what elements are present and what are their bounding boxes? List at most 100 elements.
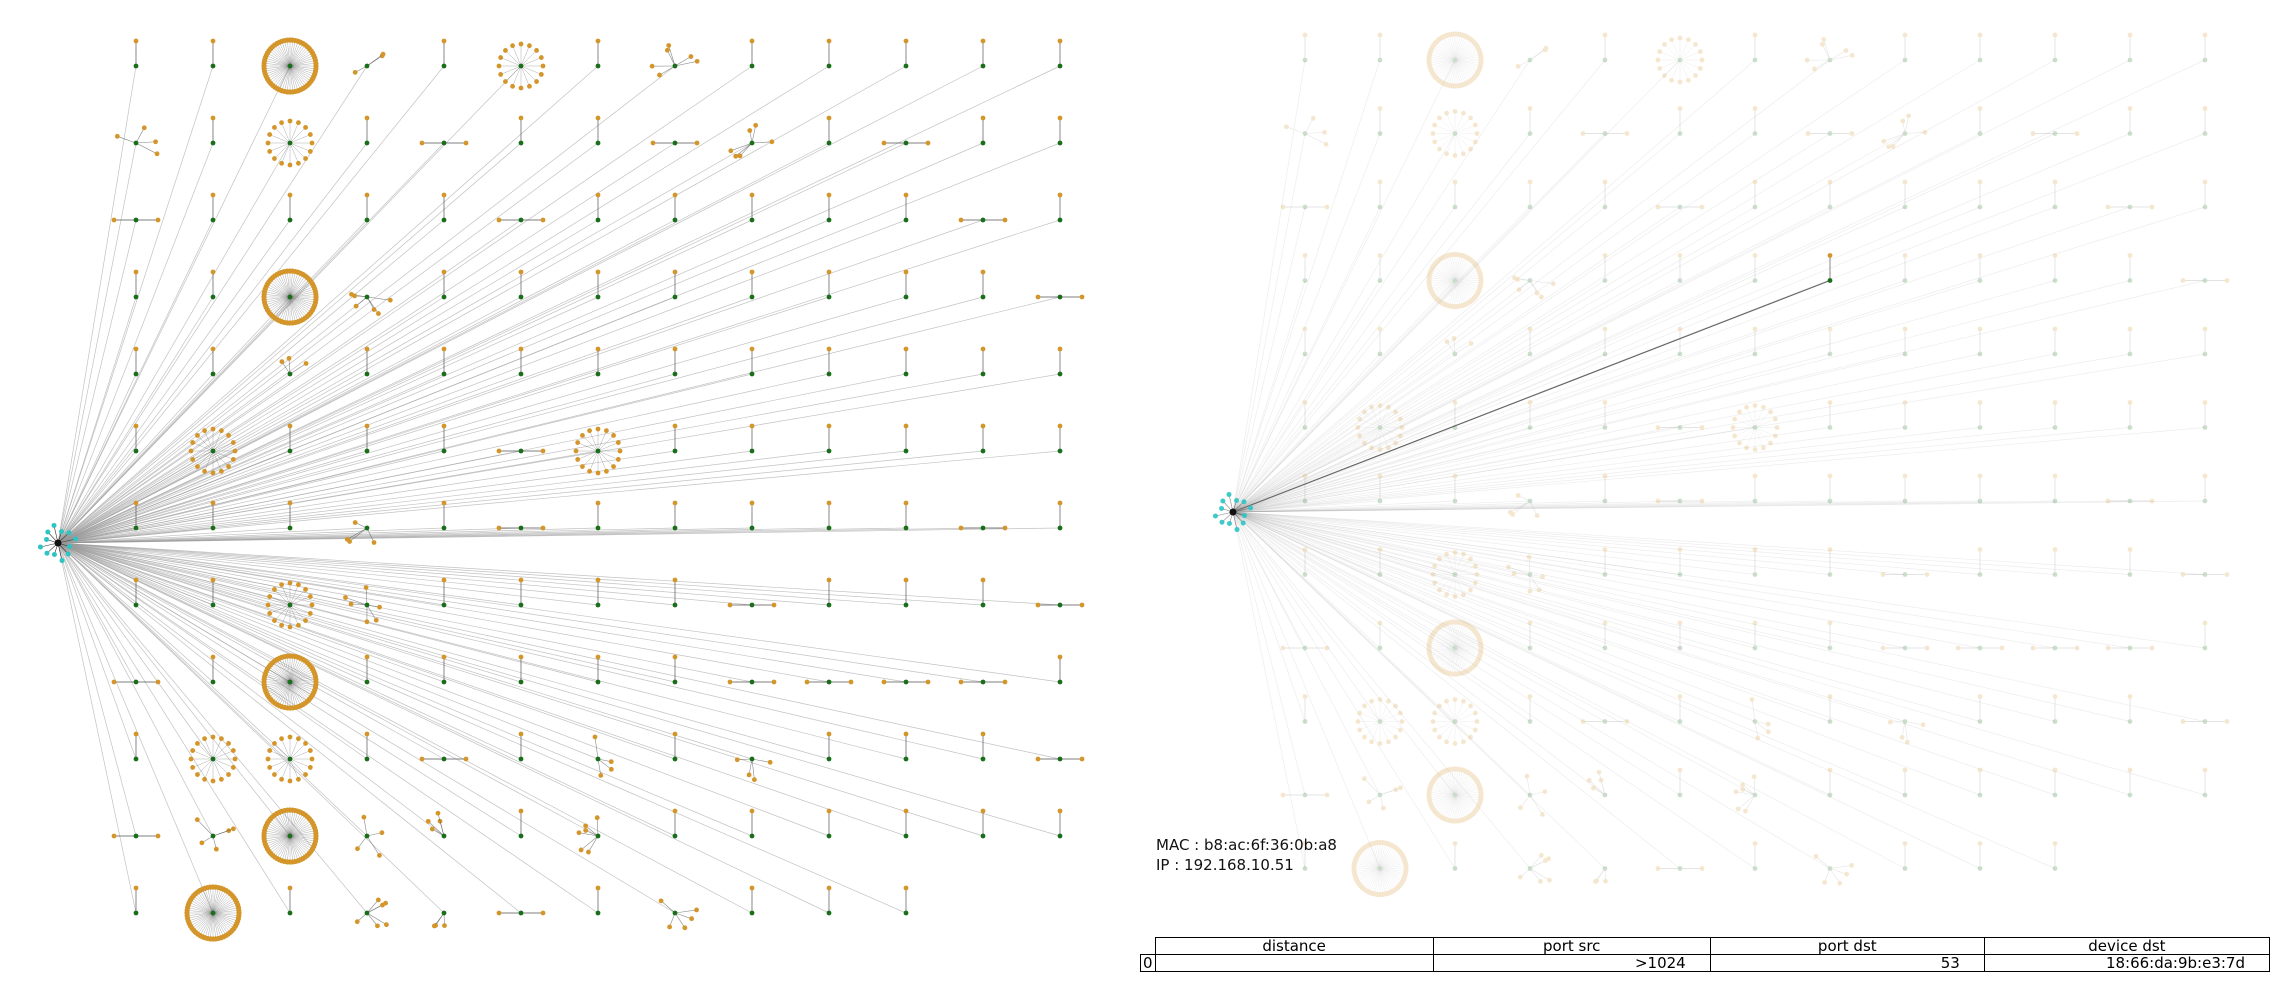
device-cluster bbox=[826, 423, 832, 454]
hub-edge bbox=[57, 542, 137, 760]
port-node bbox=[1035, 294, 1041, 300]
port-edge bbox=[268, 681, 291, 698]
device-node bbox=[287, 140, 293, 146]
port-node bbox=[133, 269, 139, 275]
device-node bbox=[287, 602, 293, 608]
port-node bbox=[1580, 719, 1586, 724]
hub-edge bbox=[1232, 59, 1606, 513]
port-edge bbox=[289, 65, 299, 91]
port-node bbox=[1752, 403, 1758, 408]
device-node bbox=[672, 294, 678, 300]
port-edge bbox=[1439, 38, 1456, 61]
hub-edge bbox=[57, 542, 984, 760]
port-edge bbox=[197, 435, 214, 452]
port-node bbox=[534, 48, 539, 53]
device-node bbox=[826, 371, 832, 377]
port-node bbox=[265, 140, 271, 146]
port-edge bbox=[289, 65, 306, 88]
device-node bbox=[2127, 572, 2133, 577]
port-node bbox=[1427, 800, 1433, 806]
device-node bbox=[1827, 572, 1833, 577]
hub-edge bbox=[57, 296, 368, 544]
port-node bbox=[1477, 800, 1483, 806]
port-edge bbox=[1454, 794, 1466, 819]
device-node bbox=[2052, 572, 2058, 577]
port-node bbox=[1477, 639, 1484, 646]
port-node bbox=[1369, 445, 1374, 451]
port-node bbox=[1999, 645, 2005, 651]
index-header bbox=[1141, 938, 1156, 955]
port-node bbox=[1474, 632, 1481, 638]
hub-edge bbox=[1232, 353, 1531, 513]
port-node bbox=[1426, 639, 1433, 646]
port-edge bbox=[1454, 574, 1471, 591]
port-edge bbox=[1433, 647, 1456, 664]
port-node bbox=[1527, 179, 1533, 185]
port-node bbox=[1772, 416, 1778, 422]
port-edge bbox=[1379, 868, 1400, 887]
device-cluster bbox=[1881, 113, 1928, 150]
device-cluster bbox=[1302, 253, 1308, 283]
device-cluster bbox=[958, 525, 1008, 531]
device-node bbox=[1057, 63, 1063, 69]
hub-edge bbox=[57, 542, 368, 914]
port-edge bbox=[1454, 794, 1477, 811]
device-cluster bbox=[1426, 31, 1484, 89]
port-node bbox=[1431, 777, 1437, 783]
port-node bbox=[728, 148, 734, 154]
port-node bbox=[688, 54, 694, 59]
port-edge bbox=[264, 65, 291, 72]
port-node bbox=[595, 426, 601, 432]
device-cluster bbox=[1655, 35, 1705, 85]
port-edge bbox=[1454, 784, 1479, 796]
port-node bbox=[1435, 773, 1441, 779]
port-node bbox=[595, 38, 601, 44]
port-edge bbox=[289, 658, 301, 683]
port-edge bbox=[1444, 280, 1456, 305]
port-node bbox=[343, 595, 348, 600]
device-node bbox=[1527, 866, 1533, 871]
port-node bbox=[1377, 620, 1383, 626]
device-node bbox=[595, 833, 601, 839]
port-node bbox=[1402, 857, 1408, 864]
device-node bbox=[1902, 645, 1908, 651]
port-node bbox=[1527, 620, 1533, 626]
port-node bbox=[1749, 697, 1755, 702]
hub-leaf-node bbox=[44, 536, 50, 542]
port-edge bbox=[1904, 115, 1909, 134]
port-node bbox=[1431, 72, 1437, 78]
port-node bbox=[1455, 766, 1461, 772]
port-node bbox=[1428, 781, 1434, 788]
hub-edge bbox=[1232, 59, 1906, 513]
port-edge bbox=[1454, 647, 1479, 659]
port-node bbox=[364, 654, 370, 660]
hub-edge bbox=[1232, 511, 1606, 649]
device-cluster bbox=[1057, 115, 1063, 146]
port-edge bbox=[1379, 857, 1404, 869]
port-node bbox=[826, 423, 832, 429]
port-edge bbox=[289, 758, 299, 780]
hub-edge bbox=[1232, 511, 1831, 796]
device-cluster bbox=[672, 577, 678, 608]
hub-edge bbox=[1232, 133, 1456, 513]
device-node bbox=[672, 910, 678, 916]
port-node bbox=[1527, 400, 1533, 405]
port-edge bbox=[190, 912, 214, 927]
port-node bbox=[1429, 658, 1436, 664]
port-edge bbox=[210, 887, 214, 914]
port-edge bbox=[204, 430, 214, 452]
header-port-dst: port dst bbox=[1709, 937, 1985, 955]
port-node bbox=[749, 500, 755, 506]
port-node bbox=[2180, 572, 2186, 577]
hub-edge bbox=[1232, 133, 1981, 513]
device-cluster bbox=[903, 192, 909, 223]
port-node bbox=[518, 346, 524, 352]
port-node bbox=[1428, 67, 1434, 74]
port-node bbox=[1752, 106, 1758, 111]
port-edge bbox=[1437, 628, 1456, 649]
port-node bbox=[1441, 81, 1448, 87]
port-node bbox=[1452, 818, 1458, 824]
port-node bbox=[1735, 806, 1741, 812]
port-edge bbox=[289, 835, 316, 842]
port-node bbox=[1977, 547, 1983, 552]
